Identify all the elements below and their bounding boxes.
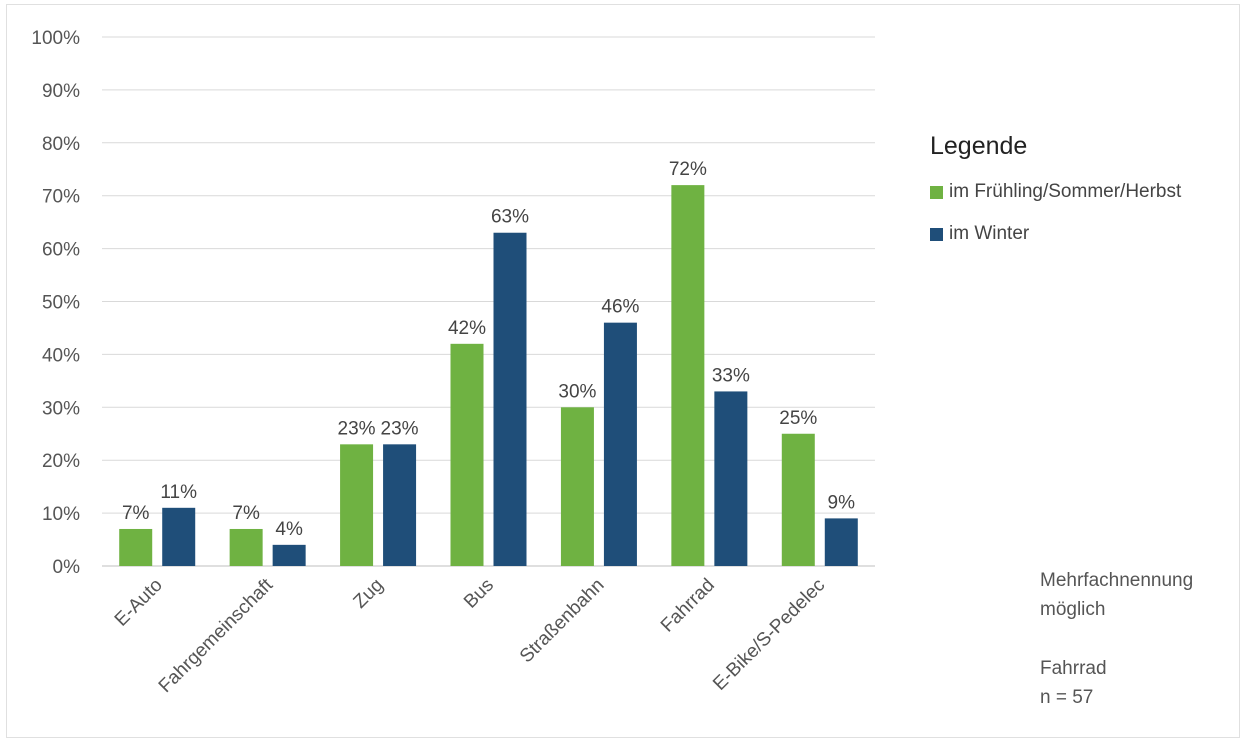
legend: Legende im Frühling/Sommer/Herbst im Win… <box>930 132 1181 265</box>
legend-swatch-green <box>930 185 943 199</box>
x-tick-label: Fahrrad <box>657 575 719 637</box>
data-label: 63% <box>491 207 529 228</box>
data-label: 23% <box>381 418 419 439</box>
x-tick-label: Bus <box>460 575 498 613</box>
legend-title: Legende <box>930 132 1028 160</box>
data-label: 7% <box>232 503 260 524</box>
x-tick-label: Fahrgemeinschaft <box>155 574 278 697</box>
note-sample-size: Fahrrad n = 57 <box>1040 654 1193 712</box>
y-tick-label: 40% <box>42 345 80 366</box>
note-line: Fahrrad <box>1040 658 1107 679</box>
y-tick-label: 70% <box>42 187 80 208</box>
x-tick-label: E-Bike/S-Pedelec <box>709 575 829 695</box>
data-label: 33% <box>712 365 750 386</box>
bar <box>162 507 196 566</box>
y-tick-label: 90% <box>42 81 80 102</box>
bar <box>493 232 527 567</box>
y-tick-label: 80% <box>42 134 80 155</box>
bar <box>603 322 637 566</box>
data-label: 23% <box>338 418 376 439</box>
note-line: n = 57 <box>1040 687 1094 708</box>
data-label: 4% <box>275 519 303 540</box>
y-tick-label: 100% <box>31 28 80 49</box>
bar <box>119 528 153 566</box>
note-line: möglich <box>1040 599 1106 620</box>
data-label: 42% <box>448 318 486 339</box>
chart-frame <box>6 4 1240 738</box>
note-line: Mehrfachnennung <box>1040 570 1194 591</box>
bar <box>671 185 705 566</box>
x-tick-label: E-Auto <box>111 575 167 631</box>
data-label: 30% <box>558 381 596 402</box>
legend-swatch-blue <box>930 227 943 241</box>
x-tick-label: Straßenbahn <box>516 575 609 668</box>
legend-label: im Winter <box>949 223 1030 244</box>
data-label: 72% <box>669 159 707 180</box>
bar <box>450 343 484 566</box>
data-label: 7% <box>122 503 150 524</box>
y-tick-label: 10% <box>42 504 80 525</box>
bar <box>229 528 263 566</box>
bar <box>824 518 858 566</box>
note-multiple-answers: Mehrfachnennung möglich <box>1040 566 1193 624</box>
y-tick-label: 0% <box>53 557 81 578</box>
bar <box>383 444 417 566</box>
y-tick-label: 50% <box>42 293 80 314</box>
legend-item-spring-summer-autumn: im Frühling/Sommer/Herbst <box>930 181 1181 203</box>
bar <box>781 433 815 566</box>
y-tick-label: 20% <box>42 451 80 472</box>
data-label: 9% <box>828 492 856 513</box>
y-tick-label: 30% <box>42 398 80 419</box>
bar <box>714 391 748 566</box>
bar <box>272 544 306 566</box>
x-tick-label: Zug <box>350 575 388 613</box>
data-label: 25% <box>779 408 817 429</box>
bar <box>340 444 374 566</box>
data-label: 11% <box>160 482 197 503</box>
chart-notes: Mehrfachnennung möglich Fahrrad n = 57 <box>1040 566 1193 742</box>
y-tick-label: 60% <box>42 240 80 261</box>
legend-label: im Frühling/Sommer/Herbst <box>949 181 1182 202</box>
legend-item-winter: im Winter <box>930 223 1181 245</box>
bar <box>560 407 594 566</box>
data-label: 46% <box>601 297 639 318</box>
